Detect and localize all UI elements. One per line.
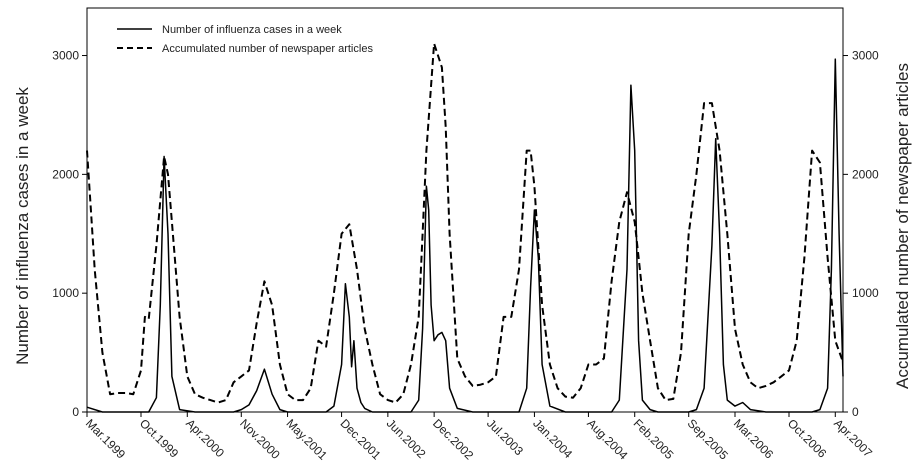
series-newspaper-articles-line — [86, 42, 844, 404]
x-tick-label: Feb.2005 — [631, 416, 677, 462]
series-influenza-cases-line — [86, 58, 844, 413]
x-tick-label: Oct.1999 — [137, 416, 182, 461]
x-tick-label: Dec.2001 — [337, 416, 383, 462]
left-y-tick-label: 1000 — [52, 286, 79, 300]
right-y-tick-label: 1000 — [852, 286, 879, 300]
x-tick-label: May.2001 — [283, 416, 330, 463]
x-tick-label: Jan.2004 — [530, 416, 575, 461]
left-y-tick-label: 2000 — [52, 167, 79, 181]
x-tick-label: Jun.2002 — [384, 416, 429, 461]
right-y-tick-label: 2000 — [852, 167, 879, 181]
series-lines — [86, 42, 844, 413]
right-y-tick-label: 0 — [852, 405, 859, 419]
left-y-tick-label: 3000 — [52, 49, 79, 63]
right-axis-ticks: 0 1000 2000 3000 — [843, 49, 879, 419]
x-tick-label: Oct.2006 — [785, 416, 830, 461]
x-tick-label: Apr.2007 — [831, 416, 875, 460]
x-tick-label: Nov.2000 — [237, 416, 283, 462]
x-tick-label: Sep.2005 — [685, 416, 731, 462]
x-tick-label: Aug.2004 — [584, 416, 630, 462]
x-tick-label: Dec.2002 — [430, 416, 476, 462]
right-y-tick-label: 3000 — [852, 49, 879, 63]
y-axis-title-right: Accumulated number of newspaper articles — [893, 63, 912, 389]
plot-frame — [86, 7, 844, 413]
legend: Number of influenza cases in a week Accu… — [117, 24, 373, 55]
left-axis-ticks: 0 1000 2000 3000 — [52, 49, 87, 419]
x-tick-label: Mar.2006 — [731, 416, 777, 462]
left-y-tick-label: 0 — [72, 405, 79, 419]
legend-label-cases: Number of influenza cases in a week — [162, 24, 342, 36]
y-axis-title-left: Number of influenza cases in a week — [13, 87, 32, 365]
legend-label-articles: Accumulated number of newspaper articles — [162, 43, 373, 55]
x-tick-label: Jul.2003 — [484, 416, 526, 458]
x-axis-ticks: Mar.1999 Oct.1999 Apr.2000 Nov.2000 May.2001… — [83, 412, 875, 463]
x-tick-label: Mar.1999 — [83, 416, 129, 462]
x-tick-label: Apr.2000 — [183, 416, 227, 460]
